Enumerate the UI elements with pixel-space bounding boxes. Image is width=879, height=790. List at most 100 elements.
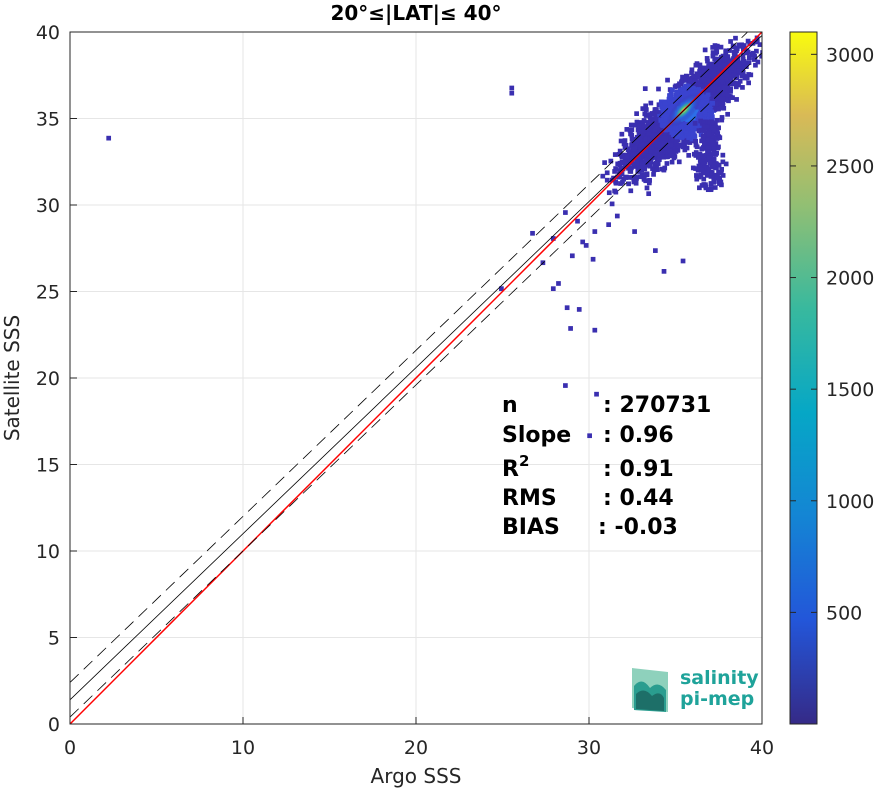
density-cell xyxy=(678,132,684,138)
density-cell xyxy=(633,180,639,186)
density-cell xyxy=(714,150,719,156)
density-cell xyxy=(740,46,746,52)
density-cell xyxy=(642,86,648,91)
density-cell xyxy=(643,103,648,109)
density-cell xyxy=(663,109,668,115)
density-cell xyxy=(608,158,614,164)
density-cell xyxy=(737,78,743,84)
y-tick-label: 5 xyxy=(48,628,60,650)
density-cell xyxy=(694,61,700,66)
density-cell xyxy=(725,92,730,98)
density-cell xyxy=(640,106,646,111)
density-cell xyxy=(724,73,730,78)
x-tick-label: 20 xyxy=(404,737,428,759)
density-cell xyxy=(686,153,692,158)
density-cell xyxy=(653,160,659,166)
density-cell xyxy=(674,125,680,131)
density-cell xyxy=(693,153,699,158)
density-cell xyxy=(662,105,668,111)
stat-label-text: RMS xyxy=(502,486,557,511)
density-cell xyxy=(739,73,745,79)
density-cell xyxy=(697,185,702,191)
density-cell xyxy=(702,128,707,134)
density-cell xyxy=(715,131,721,137)
density-cell xyxy=(713,73,719,79)
density-cell xyxy=(704,170,710,176)
density-cell xyxy=(666,96,672,102)
density-cell xyxy=(622,138,628,143)
density-cell xyxy=(713,161,719,166)
colorbar-ticks: 500 1000 1500 2000 2500 3000 xyxy=(790,44,874,624)
density-cell xyxy=(750,52,756,58)
density-cell xyxy=(651,139,657,145)
density-cell xyxy=(708,174,714,179)
density-cell xyxy=(639,151,644,156)
density-cell xyxy=(618,138,624,144)
density-cell xyxy=(724,57,730,62)
density-cell xyxy=(633,178,638,184)
density-cell xyxy=(731,73,737,79)
density-cell xyxy=(679,135,685,140)
density-cell xyxy=(717,135,723,141)
density-cell xyxy=(653,112,659,117)
density-cell xyxy=(664,161,670,166)
density-cell xyxy=(709,98,715,104)
density-cell xyxy=(705,58,710,64)
density-cell xyxy=(710,120,715,125)
density-cell xyxy=(615,161,621,167)
stat-label-text: R xyxy=(502,457,519,482)
density-cell xyxy=(612,188,617,194)
density-cell xyxy=(683,78,689,83)
density-cell xyxy=(618,165,624,171)
density-cell xyxy=(646,131,651,136)
density-cell xyxy=(690,118,695,124)
stat-label-text: n xyxy=(502,393,518,418)
density-cell xyxy=(757,42,762,47)
density-cell xyxy=(665,77,670,83)
density-cell xyxy=(669,159,675,165)
density-cell xyxy=(641,118,647,123)
density-cell xyxy=(747,55,752,60)
density-cell xyxy=(658,135,664,141)
y-tick-label: 20 xyxy=(36,368,60,390)
density-cell xyxy=(643,107,649,112)
density-cell xyxy=(674,90,680,96)
density-cell xyxy=(740,52,746,58)
stat-label: R2 xyxy=(502,452,529,482)
density-cell xyxy=(667,93,673,99)
density-cell xyxy=(657,152,663,158)
stat-label: RMS xyxy=(502,486,557,511)
density-cell xyxy=(690,90,696,96)
density-cell xyxy=(704,89,709,95)
density-cell xyxy=(663,113,669,118)
density-cell xyxy=(619,159,625,165)
density-cell xyxy=(672,84,678,90)
density-cell xyxy=(604,177,610,183)
outlier-cell xyxy=(661,269,667,274)
density-cell xyxy=(643,113,649,118)
density-cell xyxy=(662,131,668,137)
outlier-cell xyxy=(580,239,586,245)
density-cell xyxy=(649,111,655,116)
density-cell xyxy=(712,107,718,112)
density-cell xyxy=(642,141,647,147)
density-cell xyxy=(706,166,712,172)
density-cell xyxy=(644,124,650,130)
density-cell xyxy=(706,63,712,69)
density-cell xyxy=(655,132,660,138)
density-cell xyxy=(696,87,702,92)
density-cell xyxy=(692,121,698,126)
density-cell xyxy=(710,141,716,147)
density-cell xyxy=(679,79,684,85)
y-tick-label: 40 xyxy=(36,22,60,44)
density-cell xyxy=(619,171,625,177)
density-cell xyxy=(701,170,706,176)
density-cell xyxy=(702,72,708,78)
density-cell xyxy=(730,95,735,101)
x-tick-label: 0 xyxy=(64,737,76,759)
density-cell xyxy=(687,89,693,95)
density-cell xyxy=(625,147,631,153)
density-cell xyxy=(622,159,628,165)
density-cell xyxy=(654,150,660,156)
density-cell xyxy=(734,97,739,102)
